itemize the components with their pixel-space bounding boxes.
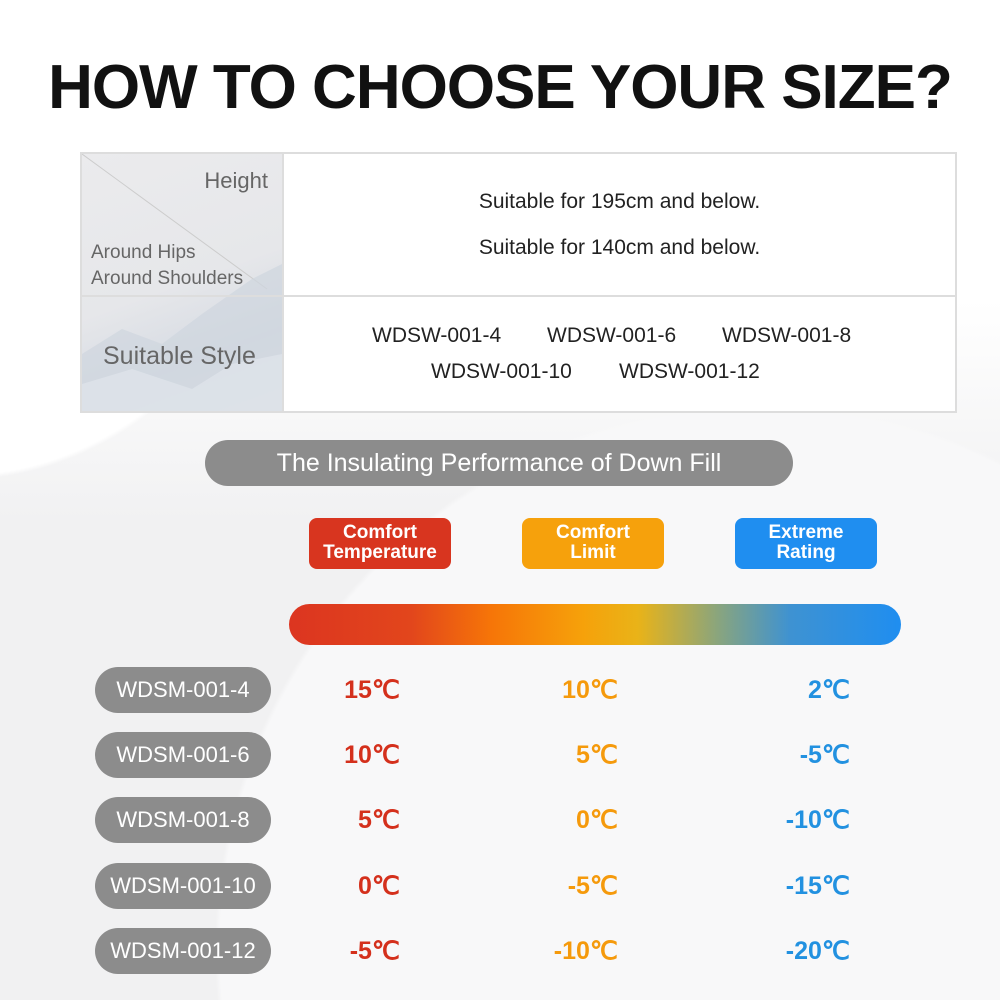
extreme-rating-value: -15℃ <box>785 872 850 900</box>
extreme-rating-value: -5℃ <box>799 741 850 769</box>
hips-value: Suitable for 140cm and below. <box>478 236 761 259</box>
extreme-rating-value: -10℃ <box>785 806 850 834</box>
legend-comfort-temperature: Comfort Temperature <box>309 518 451 569</box>
comfort-temperature-value: 10℃ <box>344 741 400 769</box>
model-label: WDSM-001-10 <box>95 863 271 909</box>
comfort-temperature-value: 5℃ <box>358 806 400 834</box>
page-title: HOW TO CHOOSE YOUR SIZE? <box>48 53 953 122</box>
comfort-temperature-value: 0℃ <box>358 872 400 900</box>
comfort-limit-value: 10℃ <box>562 676 618 704</box>
style-item: WDSW-001-12 <box>619 360 760 383</box>
mountain-image <box>82 154 282 411</box>
style-item: WDSW-001-4 <box>372 324 502 347</box>
legend-line: Rating <box>776 542 836 563</box>
temperature-gradient-bar <box>289 604 901 645</box>
header-column: Height Around Hips Around Shoulders Suit… <box>82 154 284 411</box>
legend-line: Extreme <box>768 522 844 543</box>
style-item: WDSW-001-10 <box>431 360 572 383</box>
legend-line: Comfort <box>343 522 417 543</box>
legend-comfort-limit: Comfort Limit <box>522 518 664 569</box>
shoulders-header: Around Shoulders <box>91 268 244 289</box>
model-label: WDSM-001-8 <box>95 797 271 843</box>
legend-extreme-rating: Extreme Rating <box>735 518 877 569</box>
style-item: WDSW-001-6 <box>547 324 677 347</box>
height-header: Height <box>204 168 268 193</box>
suitable-style-header: Suitable Style <box>103 342 256 370</box>
size-table: Height Around Hips Around Shoulders Suit… <box>80 152 957 413</box>
extreme-rating-value: 2℃ <box>808 676 850 704</box>
section-title: The Insulating Performance of Down Fill <box>205 440 793 486</box>
legend-line: Limit <box>570 542 616 563</box>
comfort-limit-value: -5℃ <box>567 872 618 900</box>
hips-header: Around Hips <box>91 242 196 263</box>
extreme-rating-value: -20℃ <box>785 937 850 965</box>
height-value: Suitable for 195cm and below. <box>478 190 761 213</box>
legend-line: Comfort <box>556 522 630 543</box>
style-item: WDSW-001-8 <box>722 324 852 347</box>
model-label: WDSM-001-12 <box>95 928 271 974</box>
comfort-temperature-value: 15℃ <box>344 676 400 704</box>
model-label: WDSM-001-6 <box>95 732 271 778</box>
row-divider <box>82 295 955 297</box>
legend-line: Temperature <box>323 542 437 563</box>
comfort-limit-value: 5℃ <box>576 741 618 769</box>
comfort-limit-value: 0℃ <box>576 806 618 834</box>
model-label: WDSM-001-4 <box>95 667 271 713</box>
comfort-temperature-value: -5℃ <box>349 937 400 965</box>
comfort-limit-value: -10℃ <box>553 937 618 965</box>
